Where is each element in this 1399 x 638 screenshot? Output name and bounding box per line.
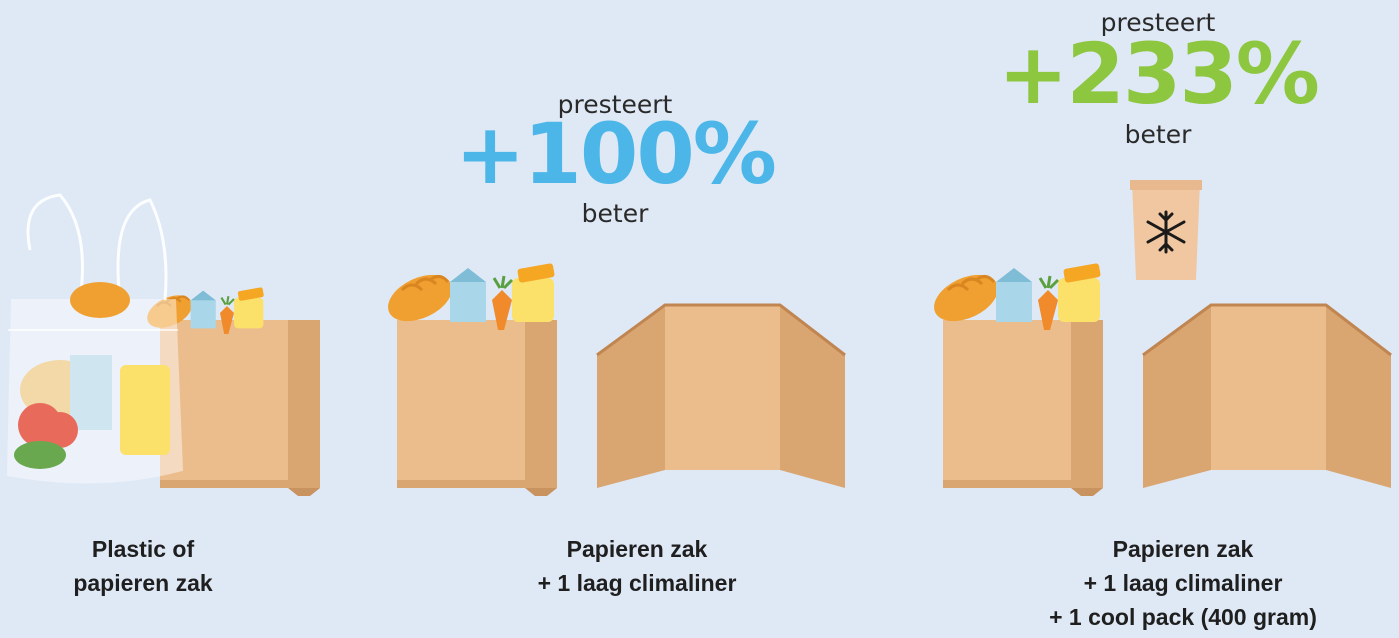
paper-bag-liner-coolpack [927,180,1391,496]
caption: + 1 laag climaliner [1084,570,1283,596]
paper-bag-with-liner-part [381,263,555,331]
caption: Plastic of [92,536,195,562]
caption: + 1 laag climaliner [538,570,737,596]
paper-bag-with-liner-part [397,320,557,496]
performance-suffix: beter [582,199,649,228]
caption: Papieren zak [1113,536,1254,562]
plastic-and-paper-bag-part [14,441,66,469]
plastic-and-paper-bag-part [160,320,320,496]
caption: + 1 cool pack (400 gram) [1049,604,1317,630]
caption: papieren zak [73,570,213,596]
paper-bag-liner-coolpack-part [1143,305,1391,488]
page: {"columns": [ {"caption": ["Plastic of",… [0,0,1399,638]
plastic-and-paper-bag-part [120,365,170,455]
caption: Papieren zak [567,536,708,562]
plastic-and-paper-bag-part [70,355,112,430]
performance-value: +233% [998,25,1318,123]
plastic-and-paper-bag-part [70,282,130,318]
paper-bag-liner-coolpack-part [1130,180,1202,190]
paper-bag-liner-coolpack-part [927,263,1101,331]
performance-value: +100% [455,105,775,203]
plastic-and-paper-bag [8,195,320,496]
infographic: presteert +100% beter presteert +233% be… [0,0,1399,638]
performance-suffix: beter [1125,120,1192,149]
paper-bag-liner-coolpack-part [943,320,1103,496]
paper-bag-with-liner [381,263,845,496]
paper-bag-with-liner-part [597,305,845,488]
